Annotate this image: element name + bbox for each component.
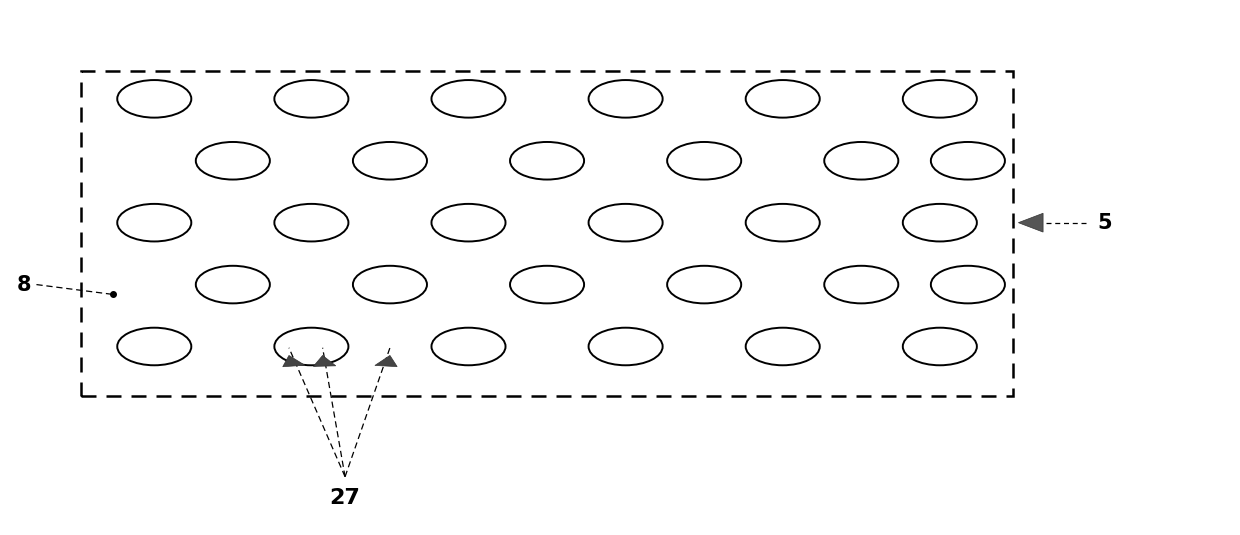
- Ellipse shape: [589, 328, 662, 365]
- Polygon shape: [1018, 213, 1043, 232]
- Ellipse shape: [589, 80, 662, 118]
- Ellipse shape: [432, 204, 506, 241]
- Ellipse shape: [825, 266, 898, 303]
- Ellipse shape: [825, 142, 898, 180]
- Ellipse shape: [353, 142, 427, 180]
- Ellipse shape: [745, 204, 820, 241]
- Polygon shape: [283, 355, 305, 366]
- Ellipse shape: [745, 80, 820, 118]
- Text: 8: 8: [16, 274, 31, 295]
- Ellipse shape: [667, 266, 742, 303]
- Polygon shape: [374, 355, 397, 366]
- Polygon shape: [314, 355, 336, 366]
- Ellipse shape: [118, 80, 191, 118]
- Ellipse shape: [745, 328, 820, 365]
- Ellipse shape: [196, 266, 270, 303]
- Ellipse shape: [118, 328, 191, 365]
- Ellipse shape: [510, 142, 584, 180]
- Ellipse shape: [432, 80, 506, 118]
- Ellipse shape: [510, 266, 584, 303]
- Ellipse shape: [274, 204, 348, 241]
- Ellipse shape: [589, 204, 662, 241]
- Ellipse shape: [903, 204, 977, 241]
- Bar: [82, 71, 1013, 395]
- Ellipse shape: [931, 142, 1004, 180]
- Ellipse shape: [274, 80, 348, 118]
- Text: 27: 27: [330, 488, 361, 508]
- Ellipse shape: [118, 204, 191, 241]
- Ellipse shape: [353, 266, 427, 303]
- Ellipse shape: [903, 80, 977, 118]
- Ellipse shape: [196, 142, 270, 180]
- Ellipse shape: [931, 266, 1004, 303]
- Ellipse shape: [274, 328, 348, 365]
- Ellipse shape: [432, 328, 506, 365]
- Ellipse shape: [903, 328, 977, 365]
- Text: 5: 5: [1097, 213, 1111, 233]
- Ellipse shape: [667, 142, 742, 180]
